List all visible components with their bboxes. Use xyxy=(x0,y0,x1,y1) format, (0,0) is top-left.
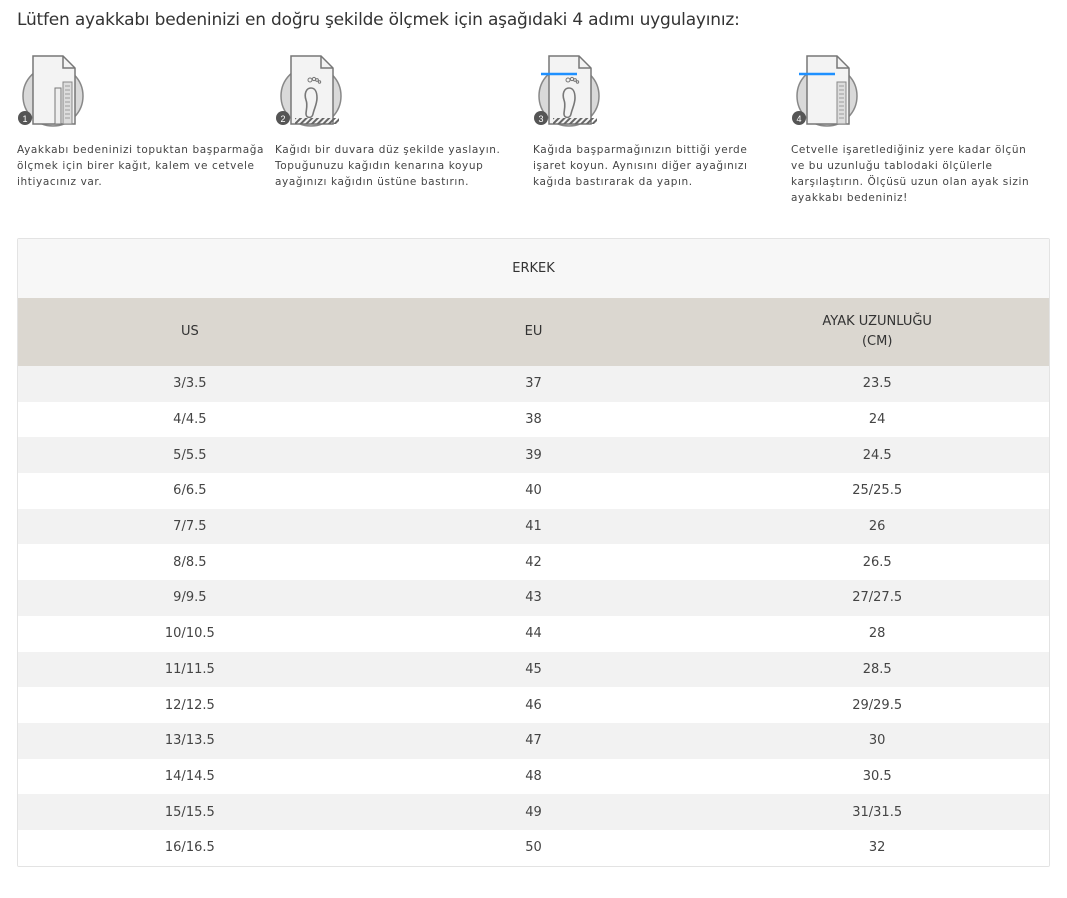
cell-eu: 49 xyxy=(525,804,542,820)
cell-eu: 48 xyxy=(525,768,542,784)
cell-eu: 46 xyxy=(525,697,542,713)
header-cm: AYAK UZUNLUĞU (CM) xyxy=(822,314,932,349)
cell-cm: 25/25.5 xyxy=(852,483,903,499)
step-text: Kağıda başparmağınızın bittiği yerde işa… xyxy=(533,144,748,188)
cell-us: 7/7.5 xyxy=(173,519,207,535)
cell-eu: 41 xyxy=(525,519,542,535)
cell-cm: 30.5 xyxy=(862,768,892,784)
table-row: 15/15.5 49 31/31.5 xyxy=(18,794,1049,830)
paper-foot-mark-icon: 3 xyxy=(534,55,600,127)
step-1: 1 Ayakkabı bedeninizi topuktan başparmağa… xyxy=(17,52,267,190)
cell-us: 9/9.5 xyxy=(173,590,207,606)
cell-cm: 30 xyxy=(868,733,886,749)
table-caption: ERKEK xyxy=(18,239,1049,298)
cell-us: 10/10.5 xyxy=(164,626,215,642)
step-4: 4 Cetvelle işaretlediğiniz yere kadar ölç… xyxy=(791,52,1041,206)
table-row: 12/12.5 46 29/29.5 xyxy=(18,687,1049,723)
header-us: US xyxy=(180,324,199,339)
cell-cm: 26.5 xyxy=(862,554,892,570)
cell-eu: 42 xyxy=(525,554,542,570)
table-row: 9/9.5 43 27/27.5 xyxy=(18,580,1049,616)
cell-eu: 44 xyxy=(525,626,542,642)
cell-cm: 23.5 xyxy=(862,376,892,392)
table-header: US EU AYAK UZUNLUĞU (CM) xyxy=(18,298,1049,366)
step-number: 3 xyxy=(538,114,543,124)
table-row: 13/13.5 47 30 xyxy=(18,722,1049,759)
cell-eu: 50 xyxy=(525,840,542,856)
cell-us: 14/14.5 xyxy=(164,768,215,784)
cell-us: 6/6.5 xyxy=(173,483,207,499)
table-row: 8/8.5 42 26.5 xyxy=(18,544,1049,581)
cell-eu: 39 xyxy=(525,447,542,463)
cell-us: 3/3.5 xyxy=(173,376,207,392)
step-text: Cetvelle işaretlediğiniz yere kadar ölçü… xyxy=(791,144,1030,204)
paper-ruler-mark-icon: 4 xyxy=(792,55,858,127)
table-row: 10/10.5 44 28 xyxy=(18,615,1049,652)
paper-foot-icon: 2 xyxy=(276,55,342,127)
cell-cm: 28 xyxy=(868,626,886,642)
cell-eu: 47 xyxy=(525,733,542,749)
cell-cm: 29/29.5 xyxy=(852,697,903,713)
table-row: 11/11.5 45 28.5 xyxy=(18,651,1049,688)
table-row: 3/3.5 37 23.5 xyxy=(18,366,1049,402)
table-row: 14/14.5 48 30.5 xyxy=(18,758,1049,795)
cell-us: 4/4.5 xyxy=(173,412,207,428)
cell-us: 8/8.5 xyxy=(173,554,207,570)
step-text: Ayakkabı bedeninizi topuktan başparmağa … xyxy=(17,144,265,188)
table-row: 16/16.5 50 32 xyxy=(18,829,1049,866)
cell-eu: 37 xyxy=(525,376,542,392)
table-row: 7/7.5 41 26 xyxy=(18,508,1049,545)
step-number: 2 xyxy=(280,114,285,124)
size-table: ERKEK US EU AYAK UZUNLUĞU (CM) 3/3.5 37 23… xyxy=(17,238,1050,867)
cell-us: 12/12.5 xyxy=(164,697,215,713)
cell-us: 16/16.5 xyxy=(164,840,215,856)
cell-eu: 40 xyxy=(525,483,542,499)
cell-cm: 31/31.5 xyxy=(852,804,903,820)
table-row: 6/6.5 40 25/25.5 xyxy=(18,473,1049,509)
cell-cm: 24 xyxy=(868,412,886,428)
cell-cm: 26 xyxy=(868,519,886,535)
cell-cm: 28.5 xyxy=(862,661,892,677)
cell-us: 11/11.5 xyxy=(164,661,215,677)
paper-ruler-pencil-icon: 1 xyxy=(18,55,84,127)
table-row: 5/5.5 39 24.5 xyxy=(18,437,1049,474)
step-3: 3 Kağıda başparmağınızın bittiği yerde iş… xyxy=(533,52,783,190)
page-title: Lütfen ayakkabı bedeninizi en doğru şeki… xyxy=(17,10,740,30)
table-row: 4/4.5 38 24 xyxy=(18,401,1049,438)
step-number: 4 xyxy=(796,114,801,124)
cell-eu: 43 xyxy=(525,590,542,606)
cell-cm: 27/27.5 xyxy=(852,590,903,606)
cell-us: 15/15.5 xyxy=(164,804,215,820)
step-number: 1 xyxy=(22,114,27,124)
cell-eu: 45 xyxy=(525,661,542,677)
step-2: 2 Kağıdı bir duvara düz şekilde yaslayın.… xyxy=(275,52,525,190)
header-eu: EU xyxy=(524,324,543,339)
step-text: Kağıdı bir duvara düz şekilde yaslayın. … xyxy=(275,144,501,188)
cell-cm: 24.5 xyxy=(862,447,892,463)
cell-us: 13/13.5 xyxy=(164,733,215,749)
cell-us: 5/5.5 xyxy=(173,447,207,463)
cell-cm: 32 xyxy=(868,840,886,856)
cell-eu: 38 xyxy=(525,412,542,428)
